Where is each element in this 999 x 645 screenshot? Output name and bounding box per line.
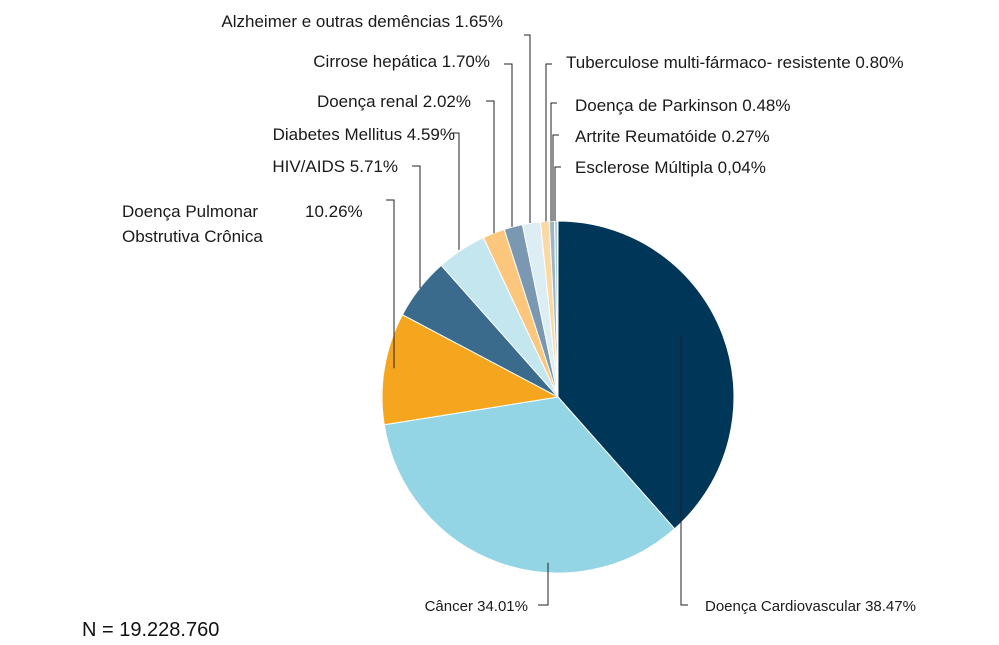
slice-label-doenca-pulmonar-obstrutiva-cronica-line-1: Doença Pulmonar [122,202,258,221]
leader-line-esclerose-multipla [554,166,561,221]
leader-line-hiv-aids [412,165,421,289]
leader-line-doenca-cardiovascular [680,334,688,606]
slice-label-diabetes-mellitus: Diabetes Mellitus 4.59% [273,125,455,144]
leader-line-doenca-pulmonar-obstrutiva-cronica [386,199,395,369]
slice-label-cirrose-hepatica: Cirrose hepática 1.70% [313,52,490,71]
leader-line-doenca-de-parkinson [550,102,557,222]
slice-label-doenca-renal: Doença renal 2.02% [317,92,471,111]
pie-slices [381,220,735,574]
leader-lines [386,34,688,606]
slice-label-tuberculose-multi-farmaco-resistente: Tuberculose multi-fármaco- resistente 0.… [566,53,904,72]
slice-label-esclerose-multipla: Esclerose Múltipla 0,04% [575,158,766,177]
leader-line-diabetes-mellitus [451,132,460,250]
leader-line-alzheimer-e-outras-demencias [524,34,531,223]
slice-label-alzheimer-e-outras-demencias: Alzheimer e outras demências 1.65% [221,12,503,31]
pie-slice-doenca-pulmonar-obstrutiva-cronica [381,314,560,426]
pie-slice-cancer [383,396,676,574]
pie-slice-doenca-cardiovascular [557,220,735,530]
leader-line-artrite-reumatoide [552,134,559,221]
slice-label-doenca-cardiovascular: Doença Cardiovascular 38.47% [705,598,916,615]
total-count: N = 19.228.760 [82,619,220,641]
slice-label-doenca-pulmonar-obstrutiva-cronica-line-2: Obstrutiva Crônica [122,227,263,246]
leader-line-tuberculose-multi-farmaco-resistente [545,63,552,222]
slice-label-artrite-reumatoide: Artrite Reumatóide 0.27% [575,127,770,146]
slice-label-cancer: Câncer 34.01% [425,598,528,615]
leader-line-cancer [538,562,549,606]
slice-label-doenca-de-parkinson: Doença de Parkinson 0.48% [575,96,790,115]
slice-label-hiv-aids: HIV/AIDS 5.71% [272,157,398,176]
slice-labels: Doença Cardiovascular 38.47% Câncer 34.01… [122,12,916,615]
leader-line-doenca-renal [486,100,495,234]
slice-pct-doenca-pulmonar-obstrutiva-cronica: 10.26% [305,202,363,221]
leader-line-cirrose-hepatica [504,63,513,227]
